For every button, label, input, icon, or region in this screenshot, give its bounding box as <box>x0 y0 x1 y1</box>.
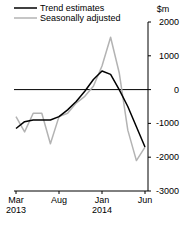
x-tick <box>145 191 146 194</box>
x-tick-label: Jun <box>138 195 153 205</box>
x-tick-label: Jan2014 <box>92 195 112 215</box>
x-tick-label-line: Aug <box>51 195 67 205</box>
y-tick <box>148 191 151 192</box>
y-tick-label: -3000 <box>156 186 179 196</box>
x-tick-label-line: 2014 <box>92 205 112 215</box>
x-tick <box>102 191 103 194</box>
x-tick <box>16 191 17 194</box>
x-tick <box>59 191 60 194</box>
y-tick <box>148 123 151 124</box>
chart: 200010000-1000-2000-3000$mMar2013AugJan2… <box>0 0 181 231</box>
y-tick <box>148 22 151 23</box>
y-axis <box>148 22 149 191</box>
x-tick-label: Mar2013 <box>6 195 26 215</box>
y-tick <box>148 157 151 158</box>
x-tick-label-line: Jan <box>95 195 110 205</box>
series-line <box>16 71 145 147</box>
y-tick-label: 1000 <box>159 51 179 61</box>
y-tick <box>148 55 151 56</box>
legend-label: Seasonally adjusted <box>40 13 121 23</box>
y-tick-label: 2000 <box>159 17 179 27</box>
legend-label: Trend estimates <box>40 3 105 13</box>
x-tick-label-line: Jun <box>138 195 153 205</box>
x-axis <box>14 191 148 192</box>
y-tick-label: 0 <box>174 85 179 95</box>
y-axis-label: $m <box>157 4 170 14</box>
legend-key <box>14 17 37 19</box>
plot-area <box>16 37 145 160</box>
y-tick-label: -2000 <box>156 152 179 162</box>
zero-line <box>14 89 148 90</box>
y-tick <box>148 89 151 90</box>
x-tick-label-line: Mar <box>8 195 24 205</box>
legend-key <box>14 7 37 9</box>
x-tick-label: Aug <box>51 195 67 205</box>
y-tick-label: -1000 <box>156 118 179 128</box>
x-tick-label-line: 2013 <box>6 205 26 215</box>
series-line <box>16 37 145 160</box>
